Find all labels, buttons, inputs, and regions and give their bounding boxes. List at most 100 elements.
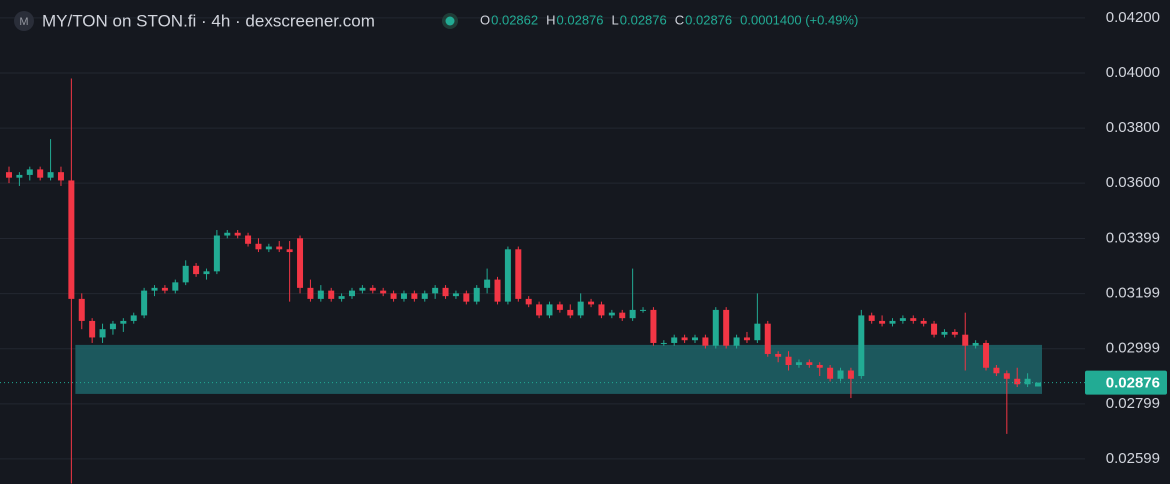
candle-body <box>1035 382 1041 387</box>
candle-body <box>349 290 355 297</box>
candle-body <box>868 315 875 321</box>
candle-body <box>827 367 834 379</box>
candle-body <box>640 309 647 311</box>
zone-layer <box>75 344 1042 394</box>
candle-body <box>400 293 407 299</box>
y-tick-label: 0.03800 <box>1106 119 1160 136</box>
candle-body <box>931 323 938 335</box>
ohlc-value: 0.02876 <box>620 12 667 27</box>
candle-body <box>57 172 64 181</box>
candle-body <box>577 301 584 316</box>
candle-body <box>806 362 813 365</box>
candle-body <box>556 304 563 310</box>
candle-body <box>276 246 283 250</box>
y-tick-label: 0.03199 <box>1106 285 1160 302</box>
candle-body <box>879 320 886 324</box>
candle-body <box>899 318 906 321</box>
candle-body <box>338 296 345 299</box>
candle-body <box>151 287 158 291</box>
candle-body <box>629 309 636 319</box>
candle-body <box>1014 378 1021 385</box>
candle-body <box>328 290 335 299</box>
y-tick-label: 0.03600 <box>1106 174 1160 191</box>
candle-body <box>494 279 501 302</box>
y-axis: 0.04200 0.04000 0.03800 0.03600 0.03399 0.031… <box>1085 9 1167 467</box>
candle-body <box>795 362 802 365</box>
candle-body <box>307 287 314 299</box>
candle-body <box>754 323 761 341</box>
y-tick-label: 0.02999 <box>1106 340 1160 357</box>
candle-body <box>619 312 626 319</box>
candle-body <box>712 309 719 346</box>
y-tick-label: 0.02599 <box>1106 450 1160 467</box>
candle-body <box>546 304 553 316</box>
candle-body <box>837 370 844 379</box>
candle-body <box>484 279 491 288</box>
candle-body <box>89 320 96 338</box>
candle-body <box>255 243 262 250</box>
candle-body <box>432 287 439 294</box>
candle-body <box>78 298 85 321</box>
candle-body <box>847 370 854 379</box>
candle-body <box>702 337 709 346</box>
candle-body <box>380 290 387 294</box>
candle-body <box>442 287 449 297</box>
candle-body <box>463 293 470 302</box>
candle-body <box>858 315 865 377</box>
candle-body <box>130 315 137 321</box>
ohlc-key: C <box>675 12 684 27</box>
candle-body <box>68 180 75 299</box>
candle-body <box>692 337 698 341</box>
candle-body <box>1024 378 1031 385</box>
candle-body <box>951 331 958 335</box>
last-price-tag <box>1085 370 1167 395</box>
y-tick-label: 0.03399 <box>1106 230 1160 247</box>
candle-body <box>203 271 210 275</box>
candle-body <box>172 282 179 291</box>
candle-body <box>972 342 979 346</box>
y-tick-label: 0.02799 <box>1106 395 1160 412</box>
candle-body <box>297 238 304 288</box>
candle-body <box>515 249 522 299</box>
candle-body <box>37 169 44 178</box>
candle-body <box>1003 373 1010 379</box>
candle-body <box>224 232 231 236</box>
candle-body <box>889 320 896 324</box>
candle-body <box>369 287 376 291</box>
candle-body <box>421 293 428 299</box>
candle-body <box>920 320 927 324</box>
candle-body <box>775 353 782 357</box>
candle-body <box>359 287 366 291</box>
y-tick-label: 0.04000 <box>1106 64 1160 81</box>
candle-body <box>193 265 200 275</box>
header: M MY/TON on STON.fi · 4h · dexscreener.c… <box>14 11 858 31</box>
candle-body <box>182 265 189 283</box>
ohlc-legend: O 0.02862 H 0.02876 L 0.02876 C 0.02876 0.000140… <box>480 12 858 27</box>
candle-body <box>681 337 688 341</box>
candle-body <box>473 287 480 302</box>
ohlc-key: L <box>612 12 619 27</box>
candle-body <box>411 293 418 299</box>
candle-body <box>764 323 771 354</box>
candle-body <box>816 364 823 368</box>
chart-title: MY/TON on STON.fi · 4h · dexscreener.com <box>42 11 375 30</box>
status-dot <box>445 16 455 26</box>
candle-body <box>265 246 272 250</box>
candle-body <box>99 329 106 338</box>
price-zone <box>75 344 1042 394</box>
candle-body <box>6 172 12 178</box>
candle-body <box>317 290 324 299</box>
ohlc-key: O <box>480 12 490 27</box>
candle-body <box>213 235 220 272</box>
symbol-icon-letter: M <box>19 16 28 28</box>
candle-body <box>660 342 667 344</box>
candle-body <box>161 287 168 291</box>
ohlc-key: H <box>546 12 555 27</box>
candle-body <box>733 337 740 346</box>
candle-body <box>109 323 116 330</box>
candle-body <box>16 174 23 178</box>
candle-body <box>286 249 293 253</box>
